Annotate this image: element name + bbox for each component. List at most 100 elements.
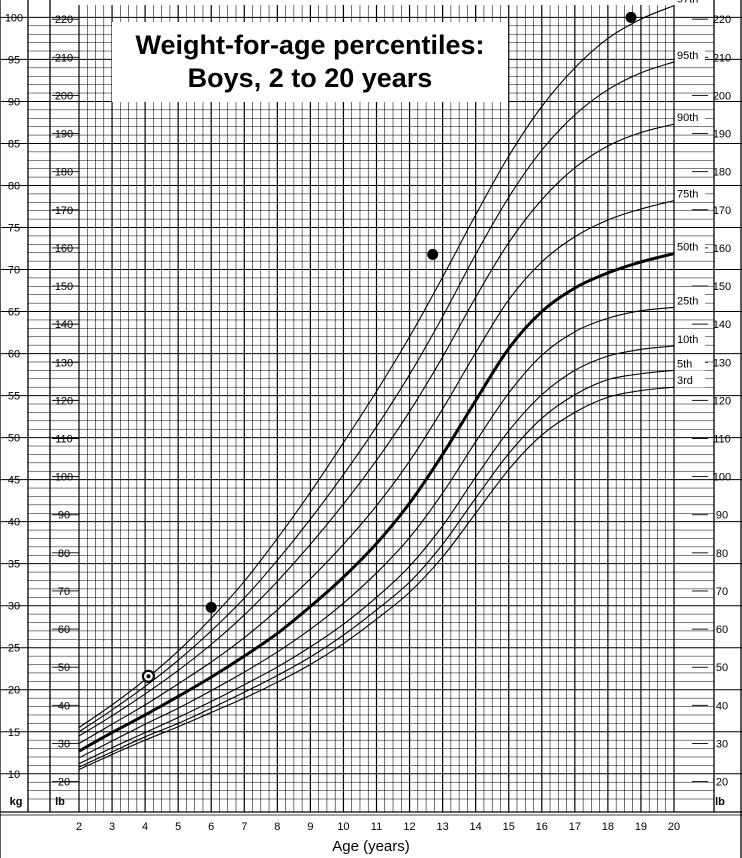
lb-tick-label-left: 160 [55, 243, 73, 255]
kg-tick-label: 15 [8, 727, 20, 739]
percentile-curves: 3rd 5th 10th 25th 50th 75th 90th 95th 97th [78, 0, 705, 771]
chart-subtitle: Boys, 2 to 20 years [187, 63, 433, 93]
data-point [625, 11, 637, 23]
x-tick-label: 6 [208, 821, 214, 833]
kg-tick-label: 20 [8, 685, 20, 697]
kg-tick-label: 85 [8, 138, 20, 150]
lb-tick-label-left: 80 [58, 548, 70, 560]
x-tick-label: 12 [403, 821, 415, 833]
chart-title-box: Weight-for-age percentiles: Boys, 2 to 2… [112, 22, 508, 102]
lb-tick-label-left: 200 [55, 90, 73, 102]
percentile-label-bg [675, 333, 705, 347]
x-tick-label: 16 [536, 821, 548, 833]
lb-tick-label-right: 180 [713, 167, 731, 179]
kg-tick-label: 90 [8, 96, 20, 108]
lb-tick-label-right: 220 [713, 14, 731, 26]
lb-tick-label-left: 120 [55, 395, 73, 407]
percentile-curve-50th [78, 252, 675, 753]
kg-tick-label: 75 [8, 223, 20, 235]
x-tick-label: 17 [569, 821, 581, 833]
x-tick-label: 10 [337, 821, 349, 833]
x-tick-label: 15 [503, 821, 515, 833]
lb-tick-label-left: 190 [55, 129, 73, 141]
percentile-curve-5th [78, 369, 675, 768]
kg-tick-label: 70 [8, 265, 20, 277]
lb-tick-label-right: 190 [713, 129, 731, 141]
kg-tick-label: 60 [8, 349, 20, 361]
x-tick-label: 19 [635, 821, 647, 833]
lb-tick-label-left: 130 [55, 357, 73, 369]
percentile-curve-97th [78, 5, 675, 729]
kg-tick-label: 65 [8, 307, 20, 319]
percentile-label-bg [675, 374, 705, 388]
percentile-label-10th: 10th [677, 334, 698, 346]
percentile-label-bg [675, 111, 705, 125]
x-tick-label: 5 [175, 821, 181, 833]
x-tick-label: 20 [668, 821, 680, 833]
percentile-label-bg [675, 357, 705, 371]
lb-tick-label-right: 50 [716, 662, 728, 674]
lb-tick-label-left: 70 [58, 586, 70, 598]
lb-tick-label-left: 140 [55, 319, 73, 331]
percentile-label-bg [675, 187, 705, 201]
lb-tick-label-left: 220 [55, 14, 73, 26]
kg-tick-label: 95 [8, 54, 20, 66]
x-tick-label: 7 [241, 821, 247, 833]
grid-major [0, 5, 742, 812]
percentile-label-75th: 75th [677, 189, 698, 201]
lb-tick-label-right: 60 [716, 624, 728, 636]
lb-tick-label-left: 150 [55, 281, 73, 293]
data-point [427, 248, 439, 260]
kg-tick-label: 35 [8, 559, 20, 571]
lb-tick-label-right: 100 [713, 472, 731, 484]
lb-tick-label-left: 40 [58, 700, 70, 712]
lb-tick-label-left: 170 [55, 205, 73, 217]
lb-tick-label-right: 120 [713, 395, 731, 407]
percentile-curve-90th [78, 123, 675, 737]
x-tick-label: 9 [307, 821, 313, 833]
percentile-label-bg [675, 294, 705, 308]
lb-tick-label-left: 20 [58, 777, 70, 789]
lb-tick-label-left: 30 [58, 738, 70, 750]
lb-tick-label-right: 30 [716, 738, 728, 750]
percentile-label-97th: 97th [677, 0, 698, 6]
lb-tick-label-left: 90 [58, 510, 70, 522]
kg-tick-label: 55 [8, 391, 20, 403]
x-tick-label: 8 [274, 821, 280, 833]
lb-tick-label-left: 110 [55, 433, 73, 445]
kg-tick-label: 10 [8, 769, 20, 781]
percentile-label-3rd: 3rd [677, 375, 693, 387]
percentile-label-95th: 95th [677, 50, 698, 62]
lb-tick-label-left: 100 [55, 472, 73, 484]
percentile-label-bg [675, 0, 705, 6]
data-point-center [146, 674, 151, 679]
kg-unit-label: kg [10, 796, 23, 808]
kg-tick-label: 50 [8, 433, 20, 445]
lb-tick-label-right: 80 [716, 548, 728, 560]
lb-tick-label-left: 60 [58, 624, 70, 636]
x-tick-label: 18 [602, 821, 614, 833]
percentile-curve-3rd [78, 386, 675, 771]
kg-tick-label: 25 [8, 643, 20, 655]
percentile-curve-75th [78, 200, 675, 745]
lb-tick-label-right: 170 [713, 205, 731, 217]
percentile-label-bg [675, 48, 705, 62]
lb-tick-label-right: 150 [713, 281, 731, 293]
lb-tick-label-left: 50 [58, 662, 70, 674]
data-point [205, 601, 217, 613]
lb-tick-label-right: 110 [713, 433, 731, 445]
percentile-label-90th: 90th [677, 112, 698, 124]
lb-unit-label-right: lb [715, 796, 725, 808]
lb-tick-label-right: 70 [716, 586, 728, 598]
percentile-label-5th: 5th [677, 358, 692, 370]
x-tick-label: 11 [371, 821, 382, 833]
lb-tick-label-right: 210 [713, 52, 731, 64]
x-tick-label: 2 [76, 821, 82, 833]
kg-tick-label: 45 [8, 475, 20, 487]
lb-unit-label-left: lb [55, 796, 65, 808]
lb-tick-label-right: 140 [713, 319, 731, 331]
data-points [141, 11, 637, 683]
x-tick-label: 4 [142, 821, 148, 833]
